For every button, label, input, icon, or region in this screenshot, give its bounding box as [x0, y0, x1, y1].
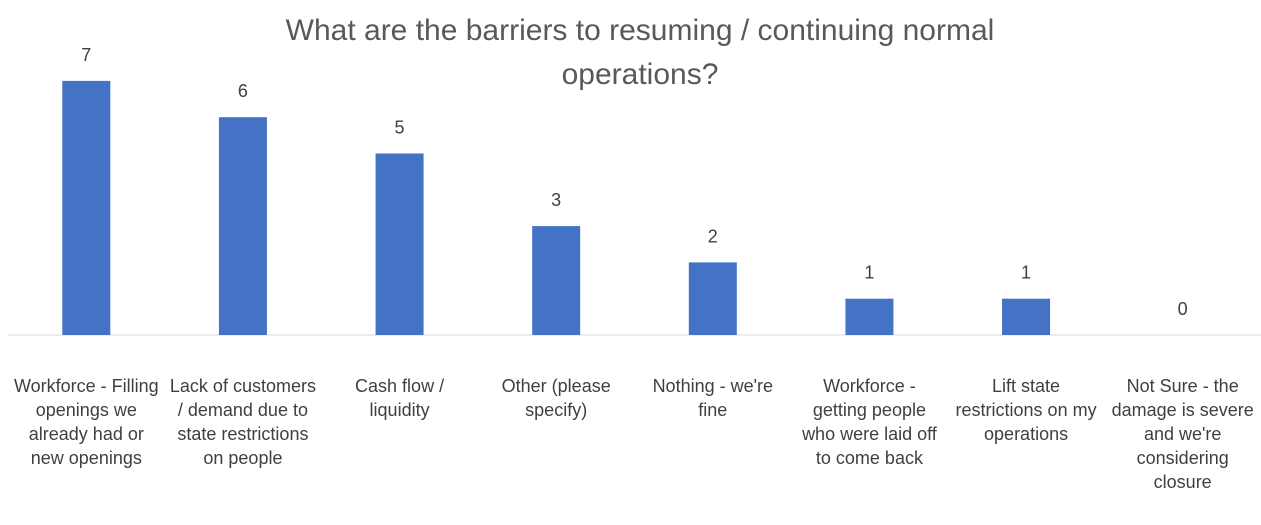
- data-label: 5: [395, 118, 405, 138]
- bar: [688, 262, 737, 335]
- x-tick-label: Lift state restrictions on my operations: [956, 376, 1097, 444]
- x-tick-label: Not Sure - the damage is severe and we're c…: [1112, 376, 1254, 492]
- x-tick-label: Workforce - Filling openings we already ha…: [14, 376, 159, 468]
- data-label: 0: [1178, 299, 1188, 319]
- x-tick-label: Cash flow / liquidity: [355, 376, 444, 420]
- bar: [532, 226, 581, 335]
- x-tick-label: Other (please specify): [502, 376, 611, 420]
- bar: [1002, 298, 1051, 335]
- x-tick-label: Workforce -getting people who were laid o…: [801, 376, 938, 468]
- data-label: 2: [708, 226, 718, 246]
- bar: [218, 117, 267, 335]
- x-tick-label: Lack of customers / demand due to state re…: [170, 376, 316, 468]
- bar: [375, 153, 424, 335]
- data-label: 1: [1021, 263, 1031, 283]
- data-label: 3: [551, 190, 561, 210]
- bar: [845, 298, 894, 335]
- data-label: 6: [238, 81, 248, 101]
- chart-title: What are the barriers to resuming / cont…: [286, 14, 995, 91]
- data-label: 7: [81, 45, 91, 65]
- bar: [62, 80, 111, 336]
- data-label: 1: [864, 263, 874, 283]
- x-tick-label: Nothing - we're fine: [653, 376, 774, 420]
